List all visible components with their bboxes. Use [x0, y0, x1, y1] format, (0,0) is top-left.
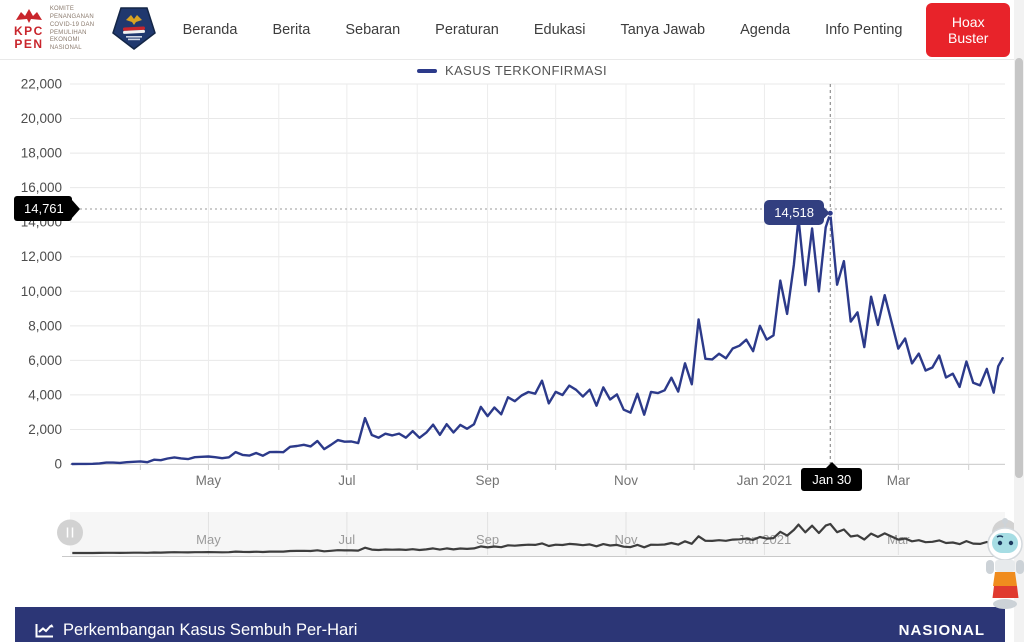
- y-axis-label: 4,000: [28, 387, 62, 402]
- committee-text: KOMITE PENANGANAN COVID-19 DAN PEMULIHAN…: [50, 6, 97, 53]
- pentagon-shield-icon: [111, 7, 156, 50]
- chart-canvas[interactable]: 02,0004,0006,0008,00010,00012,00014,0001…: [0, 60, 1024, 557]
- pen-text: PEN: [14, 36, 44, 51]
- navigator-series-line: [72, 522, 1003, 555]
- y-axis-label: 16,000: [21, 180, 62, 195]
- page-scrollbar-thumb[interactable]: [1015, 58, 1023, 478]
- navigator-axis-label: May: [196, 532, 221, 547]
- section-title-group: Perkembangan Kasus Sembuh Per-Hari: [35, 621, 357, 640]
- navigator-handle-left[interactable]: [57, 519, 83, 546]
- robot-mascot-icon: [986, 518, 1024, 609]
- nav-item-beranda[interactable]: Beranda: [182, 21, 238, 38]
- section-title: Perkembangan Kasus Sembuh Per-Hari: [63, 620, 358, 639]
- region-label: NASIONAL: [898, 621, 985, 639]
- y-axis-label: 8,000: [28, 318, 62, 333]
- line-chart-icon: [35, 623, 54, 637]
- y-axis-label: 12,000: [21, 249, 62, 264]
- navigator-axis-label: Nov: [614, 532, 638, 547]
- y-axis-label: 20,000: [21, 111, 62, 126]
- nav-item-edukasi[interactable]: Edukasi: [533, 21, 586, 38]
- x-axis-label: Sep: [476, 473, 500, 488]
- nav-item-tanya-jawab[interactable]: Tanya Jawab: [620, 21, 706, 38]
- nav-item-agenda[interactable]: Agenda: [740, 21, 791, 38]
- nav-item-peraturan[interactable]: Peraturan: [435, 21, 499, 38]
- x-axis-label: May: [196, 473, 222, 488]
- navigator-axis-label: Sep: [476, 532, 499, 547]
- legend-line-swatch: [417, 68, 438, 73]
- x-axis-label: Jan 2021: [737, 473, 793, 488]
- x-axis-label: Nov: [614, 473, 638, 488]
- nav-item-info-penting[interactable]: Info Penting: [825, 21, 903, 38]
- kpc-text: KPC: [14, 24, 44, 39]
- series-line-kasus-terkonfirmasi[interactable]: [71, 211, 1004, 466]
- kpc-pen-logo-mark: KPC PEN: [14, 8, 44, 51]
- x-axis-date-tag: Jan 30: [801, 468, 863, 491]
- chatbot-mascot-widget[interactable]: [983, 516, 1024, 618]
- committee-line: KOMITE PENANGANAN: [49, 6, 94, 20]
- committee-line: EKONOMI NASIONAL: [49, 37, 82, 52]
- nav-item-berita[interactable]: Berita: [272, 21, 311, 38]
- kpc-pen-logo[interactable]: KPC PEN KOMITE PENANGANAN COVID-19 DAN P…: [14, 6, 97, 53]
- navigator-axis-label: Jan 2021: [738, 532, 792, 547]
- nav-item-sebaran[interactable]: Sebaran: [345, 21, 401, 38]
- legend-kasus-terkonfirmasi[interactable]: KASUS TERKONFIRMASI: [417, 63, 607, 78]
- y-axis-label: 18,000: [21, 146, 62, 161]
- y-axis-max-value-tag: 14,761: [14, 196, 72, 222]
- hoax-buster-button[interactable]: Hoax Buster: [926, 2, 1010, 57]
- y-axis-label: 22,000: [21, 77, 62, 92]
- legend-label: KASUS TERKONFIRMASI: [445, 63, 607, 78]
- y-axis-label: 6,000: [28, 353, 62, 368]
- x-axis-label: Mar: [887, 473, 911, 488]
- satgas-covid-logo[interactable]: [111, 3, 157, 56]
- x-axis-label: Jul: [338, 473, 355, 488]
- confirmed-cases-chart: 0 2,000 4,000 6,000 8,000 10,000 12,000 14,000 1…: [0, 60, 1024, 557]
- nav-links: Beranda Berita Sebaran Peraturan Edukasi…: [183, 22, 903, 38]
- top-navbar: KPC PEN KOMITE PENANGANAN COVID-19 DAN P…: [0, 0, 1024, 60]
- y-axis-label: 2,000: [28, 422, 62, 437]
- page-scrollbar-track[interactable]: [1014, 0, 1024, 642]
- committee-line: COVID-19 DAN PEMULIHAN: [49, 21, 95, 36]
- navigator-axis-label: Jul: [339, 532, 356, 547]
- chart-tooltip: 14,518: [764, 200, 825, 226]
- y-axis-label: 10,000: [21, 284, 62, 299]
- next-section-header: Perkembangan Kasus Sembuh Per-Hari NASIO…: [15, 607, 1005, 642]
- garuda-icon: [15, 8, 42, 23]
- y-axis-label: 0: [54, 457, 62, 472]
